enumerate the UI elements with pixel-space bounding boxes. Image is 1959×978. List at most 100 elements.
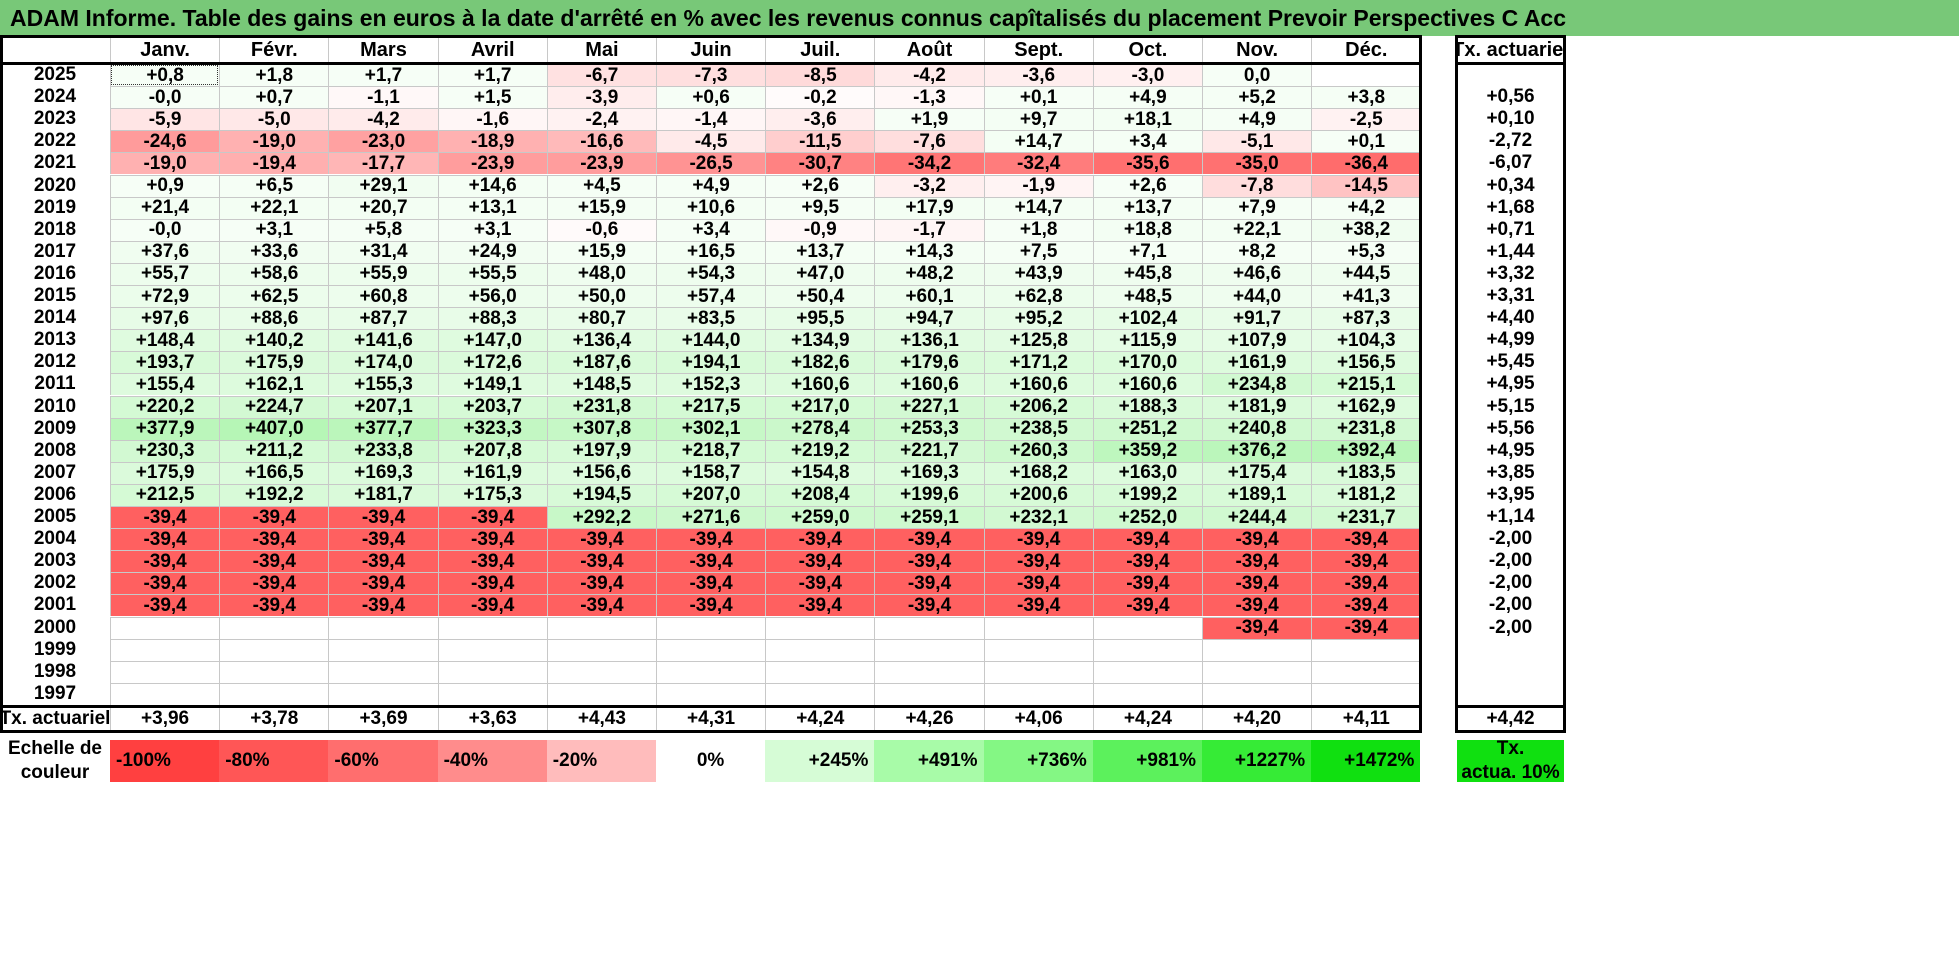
gain-cell: +45,8 <box>1092 262 1202 285</box>
gain-cell: -5,1 <box>1202 130 1312 153</box>
annual-rate-cell: +4,95 <box>1486 373 1535 395</box>
footer-rate-cell: +4,26 <box>874 706 983 731</box>
gain-cell: -39,4 <box>1202 594 1312 617</box>
month-header: Janv. <box>110 37 219 64</box>
gain-cell: +87,7 <box>328 307 438 330</box>
gain-cell: +13,7 <box>765 240 875 263</box>
gain-cell: +1,8 <box>219 64 329 87</box>
gain-cell: +208,4 <box>765 483 875 506</box>
gain-cell: +234,8 <box>1202 373 1312 396</box>
gain-cell: -26,5 <box>656 152 766 175</box>
gain-cell: +230,3 <box>110 439 220 462</box>
annual-scale-swatch: Tx. actua. 10% <box>1457 740 1564 782</box>
gain-cell: +207,8 <box>437 439 547 462</box>
gain-cell <box>765 616 875 639</box>
year-label: 2016 <box>33 262 77 284</box>
month-header: Mars <box>328 37 437 64</box>
gain-cell: +13,1 <box>437 196 547 219</box>
gain-cell: +80,7 <box>546 307 656 330</box>
gain-cell: -35,6 <box>1092 152 1202 175</box>
gain-cell: +4,9 <box>1092 86 1202 109</box>
gain-cell: +152,3 <box>656 373 766 396</box>
gain-cell: +168,2 <box>983 461 1093 484</box>
gain-cell: -17,7 <box>328 152 438 175</box>
gain-cell <box>328 660 438 683</box>
gain-cell: +16,5 <box>656 240 766 263</box>
gain-cell <box>110 682 220 705</box>
gain-cell: +125,8 <box>983 329 1093 352</box>
gain-cell: +56,0 <box>437 285 547 308</box>
gain-cell: +161,9 <box>1202 351 1312 374</box>
gain-cell: +147,0 <box>437 329 547 352</box>
gain-cell: +187,6 <box>546 351 656 374</box>
gain-cell: -39,4 <box>656 594 766 617</box>
year-label: 2009 <box>33 417 77 439</box>
year-label: 2004 <box>33 528 77 550</box>
gain-cell: -23,0 <box>328 130 438 153</box>
gain-cell: +7,1 <box>1092 240 1202 263</box>
gain-cell: +194,5 <box>546 483 656 506</box>
annual-rate-cell: +1,68 <box>1486 196 1535 218</box>
gain-cell: -39,4 <box>1202 616 1312 639</box>
gain-cell: +136,4 <box>546 329 656 352</box>
month-header: Juil. <box>765 37 874 64</box>
gain-cell: +134,9 <box>765 329 875 352</box>
gain-cell: +104,3 <box>1311 329 1421 352</box>
gain-cell: +7,9 <box>1202 196 1312 219</box>
gain-cell: -4,5 <box>656 130 766 153</box>
gain-cell: +203,7 <box>437 395 547 418</box>
annual-rate-cell: -2,00 <box>1488 550 1533 572</box>
gain-cell: +219,2 <box>765 439 875 462</box>
color-scale-swatch: +736% <box>983 740 1093 782</box>
annual-rate-cell: +0,56 <box>1486 86 1535 108</box>
gain-cell: -39,4 <box>765 528 875 551</box>
year-label: 1999 <box>33 638 77 660</box>
gain-cell: +8,2 <box>1202 240 1312 263</box>
gain-cell: +217,0 <box>765 395 875 418</box>
color-scale-swatch: -80% <box>219 740 329 782</box>
gain-cell: +377,7 <box>328 417 438 440</box>
gain-cell: +192,2 <box>219 483 329 506</box>
gain-cell: +3,8 <box>1311 86 1421 109</box>
header-divider <box>0 62 1423 65</box>
gain-cell: +215,1 <box>1311 373 1421 396</box>
annual-rate-cell: -2,00 <box>1488 572 1533 594</box>
gain-cell: +14,7 <box>983 196 1093 219</box>
gain-cell <box>765 682 875 705</box>
gain-cell: -39,4 <box>1311 572 1421 595</box>
gain-cell: -39,4 <box>1311 616 1421 639</box>
gain-cell: -7,8 <box>1202 174 1312 197</box>
gain-cell <box>983 660 1093 683</box>
gain-cell: -39,4 <box>656 528 766 551</box>
gain-cell: -39,4 <box>219 506 329 529</box>
gain-cell: +183,5 <box>1311 461 1421 484</box>
gain-cell <box>110 616 220 639</box>
gain-cell: -19,4 <box>219 152 329 175</box>
gain-cell <box>219 660 329 683</box>
gain-cell <box>874 660 984 683</box>
gain-cell <box>1092 638 1202 661</box>
footer-rate-cell: +3,69 <box>328 706 437 731</box>
footer-rate-cell: +4,11 <box>1311 706 1420 731</box>
gain-cell: -39,4 <box>1092 572 1202 595</box>
gain-cell: +158,7 <box>656 461 766 484</box>
year-label: 2010 <box>33 395 77 417</box>
gain-cell <box>328 682 438 705</box>
gain-cell: +227,1 <box>874 395 984 418</box>
gain-cell: -7,3 <box>656 64 766 87</box>
gain-cell: +46,6 <box>1202 262 1312 285</box>
gain-cell: +3,4 <box>1092 130 1202 153</box>
gain-cell: -39,4 <box>765 550 875 573</box>
gain-cell: -39,4 <box>874 572 984 595</box>
gain-cell: +31,4 <box>328 240 438 263</box>
gain-cell: -6,7 <box>546 64 656 87</box>
gain-cell: -39,4 <box>546 528 656 551</box>
gain-cell: +15,9 <box>546 240 656 263</box>
gain-cell: +149,1 <box>437 373 547 396</box>
gain-cell: +60,1 <box>874 285 984 308</box>
gain-cell: -0,0 <box>110 86 220 109</box>
gain-cell: +24,9 <box>437 240 547 263</box>
year-label: 2017 <box>33 240 77 262</box>
year-label: 1998 <box>33 660 77 682</box>
